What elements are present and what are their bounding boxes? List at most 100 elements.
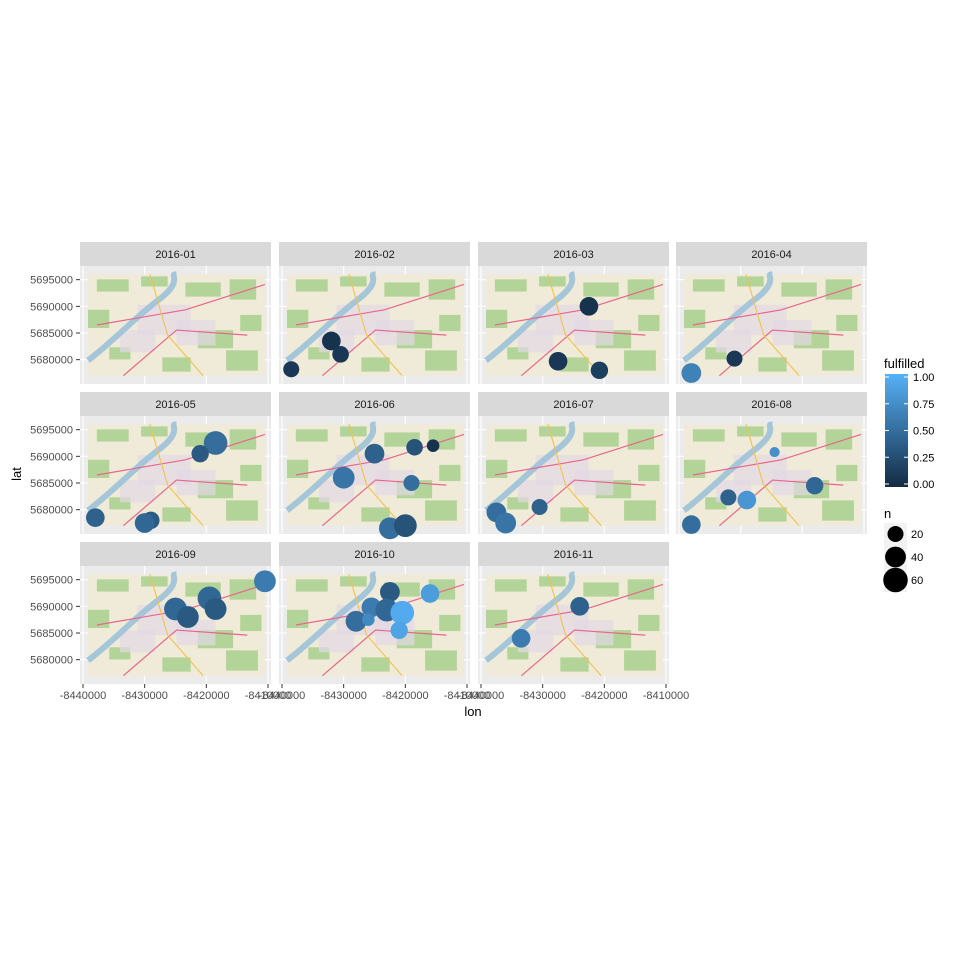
fulfilled-colorbar bbox=[885, 374, 908, 487]
data-point bbox=[590, 361, 609, 380]
size-key-circle bbox=[883, 567, 908, 593]
data-point bbox=[805, 476, 824, 495]
facet-panel-2016-06: 2016-06 bbox=[279, 392, 470, 540]
data-point bbox=[426, 439, 440, 452]
x-tick-label: -8420000 bbox=[581, 690, 628, 702]
colorbar-label: 1.00 bbox=[913, 372, 934, 384]
x-tick-label: -8430000 bbox=[519, 690, 566, 702]
facet-strip bbox=[279, 242, 470, 266]
facet-panel-2016-11: 2016-11 bbox=[478, 542, 669, 684]
basemap-tile bbox=[484, 271, 664, 377]
data-point bbox=[390, 621, 408, 640]
data-point bbox=[720, 489, 737, 506]
y-tick-label: 5690000 bbox=[30, 601, 73, 613]
fulfilled-legend-title: fulfilled bbox=[884, 356, 924, 371]
basemap-tile bbox=[484, 421, 664, 527]
data-point bbox=[191, 444, 209, 463]
y-tick-label: 5695000 bbox=[30, 575, 73, 587]
x-tick-label: -8420000 bbox=[382, 690, 429, 702]
facet-strip-label: 2016-05 bbox=[155, 399, 195, 411]
y-tick-label: 5680000 bbox=[30, 505, 73, 517]
data-point bbox=[390, 600, 415, 625]
data-point bbox=[176, 606, 199, 628]
data-point bbox=[682, 515, 701, 534]
facet-panel-2016-02: 2016-02 bbox=[279, 242, 470, 384]
data-point bbox=[511, 629, 531, 648]
size-key-label: 60 bbox=[911, 575, 923, 587]
data-point bbox=[380, 582, 400, 602]
basemap-tile bbox=[682, 271, 862, 377]
x-axis-title: lon bbox=[464, 704, 481, 719]
colorbar-label: 0.50 bbox=[913, 426, 934, 438]
x-tick-label: -8410000 bbox=[444, 690, 491, 702]
y-tick-label: 5680000 bbox=[30, 655, 73, 667]
colorbar-label: 0.75 bbox=[913, 399, 934, 411]
facet-strip-label: 2016-06 bbox=[354, 399, 394, 411]
data-point bbox=[332, 466, 355, 489]
facet-strip bbox=[478, 542, 669, 566]
facet-panel-2016-05: 2016-05 bbox=[80, 392, 271, 534]
y-tick-label: 5685000 bbox=[30, 328, 73, 340]
fulfilled-legend: fulfilled 1.00 0.75 0.50 0.25 0.00 bbox=[884, 356, 934, 491]
basemap-tile bbox=[682, 421, 862, 527]
data-point bbox=[531, 498, 548, 516]
y-tick-label: 5695000 bbox=[30, 275, 73, 287]
y-tick-label: 5685000 bbox=[30, 478, 73, 490]
data-point bbox=[393, 514, 417, 538]
facet-strip-label: 2016-02 bbox=[354, 249, 394, 261]
colorbar-label: 0.00 bbox=[913, 479, 934, 491]
data-point bbox=[203, 431, 228, 455]
data-point bbox=[283, 361, 300, 378]
size-key-circle bbox=[885, 546, 906, 568]
facet-strip bbox=[279, 392, 470, 416]
data-point bbox=[253, 570, 276, 593]
facet-panel-2016-10: 2016-10 bbox=[279, 542, 470, 684]
data-point bbox=[420, 584, 440, 603]
data-point bbox=[332, 346, 349, 363]
facet-strip-label: 2016-07 bbox=[553, 399, 593, 411]
y-tick-label: 5690000 bbox=[30, 301, 73, 313]
x-tick-label: -8440000 bbox=[259, 690, 306, 702]
y-axis-title: lat bbox=[9, 467, 24, 481]
y-tick-label: 5690000 bbox=[30, 451, 73, 463]
x-tick-label: -8430000 bbox=[320, 690, 367, 702]
data-point bbox=[134, 513, 155, 533]
x-tick-label: -8420000 bbox=[183, 690, 230, 702]
data-point bbox=[345, 610, 367, 632]
facet-strip-label: 2016-03 bbox=[553, 249, 593, 261]
facet-strip-label: 2016-11 bbox=[554, 549, 594, 561]
y-tick-label: 5685000 bbox=[30, 628, 73, 640]
x-tick-label: -8430000 bbox=[121, 690, 168, 702]
size-key-label: 40 bbox=[911, 552, 923, 564]
data-point bbox=[362, 613, 375, 626]
facet-strip-label: 2016-10 bbox=[354, 549, 394, 561]
basemap-tile bbox=[86, 571, 266, 677]
facet-strip bbox=[80, 392, 271, 416]
facet-panels: 2016-01 2016-02 2016-03 2016-04 2016-05 2016-… bbox=[80, 242, 867, 684]
facet-panel-2016-09: 2016-09 bbox=[80, 542, 276, 684]
facet-strip bbox=[478, 242, 669, 266]
facet-strip bbox=[279, 542, 470, 566]
data-point bbox=[403, 474, 420, 492]
facet-strip bbox=[80, 542, 271, 566]
facet-strip bbox=[80, 242, 271, 266]
facet-strip-label: 2016-01 bbox=[155, 249, 195, 261]
basemap-tile bbox=[285, 421, 465, 527]
n-legend-title: n bbox=[884, 506, 891, 521]
facet-strip bbox=[676, 242, 867, 266]
data-point bbox=[769, 446, 780, 458]
facet-strip bbox=[478, 392, 669, 416]
basemap-tile bbox=[86, 271, 266, 377]
data-point bbox=[495, 512, 517, 534]
facet-strip-label: 2016-04 bbox=[751, 249, 791, 261]
data-point bbox=[726, 350, 743, 367]
data-point bbox=[204, 598, 227, 620]
size-key-circle bbox=[887, 525, 904, 543]
data-point bbox=[681, 363, 702, 383]
axes: 5680000 5685000 5690000 5695000 5680000 56850… bbox=[30, 275, 689, 702]
facet-strip-label: 2016-09 bbox=[155, 549, 195, 561]
data-point bbox=[322, 331, 341, 351]
facet-strip-label: 2016-08 bbox=[751, 399, 791, 411]
basemap-tile bbox=[285, 271, 465, 377]
